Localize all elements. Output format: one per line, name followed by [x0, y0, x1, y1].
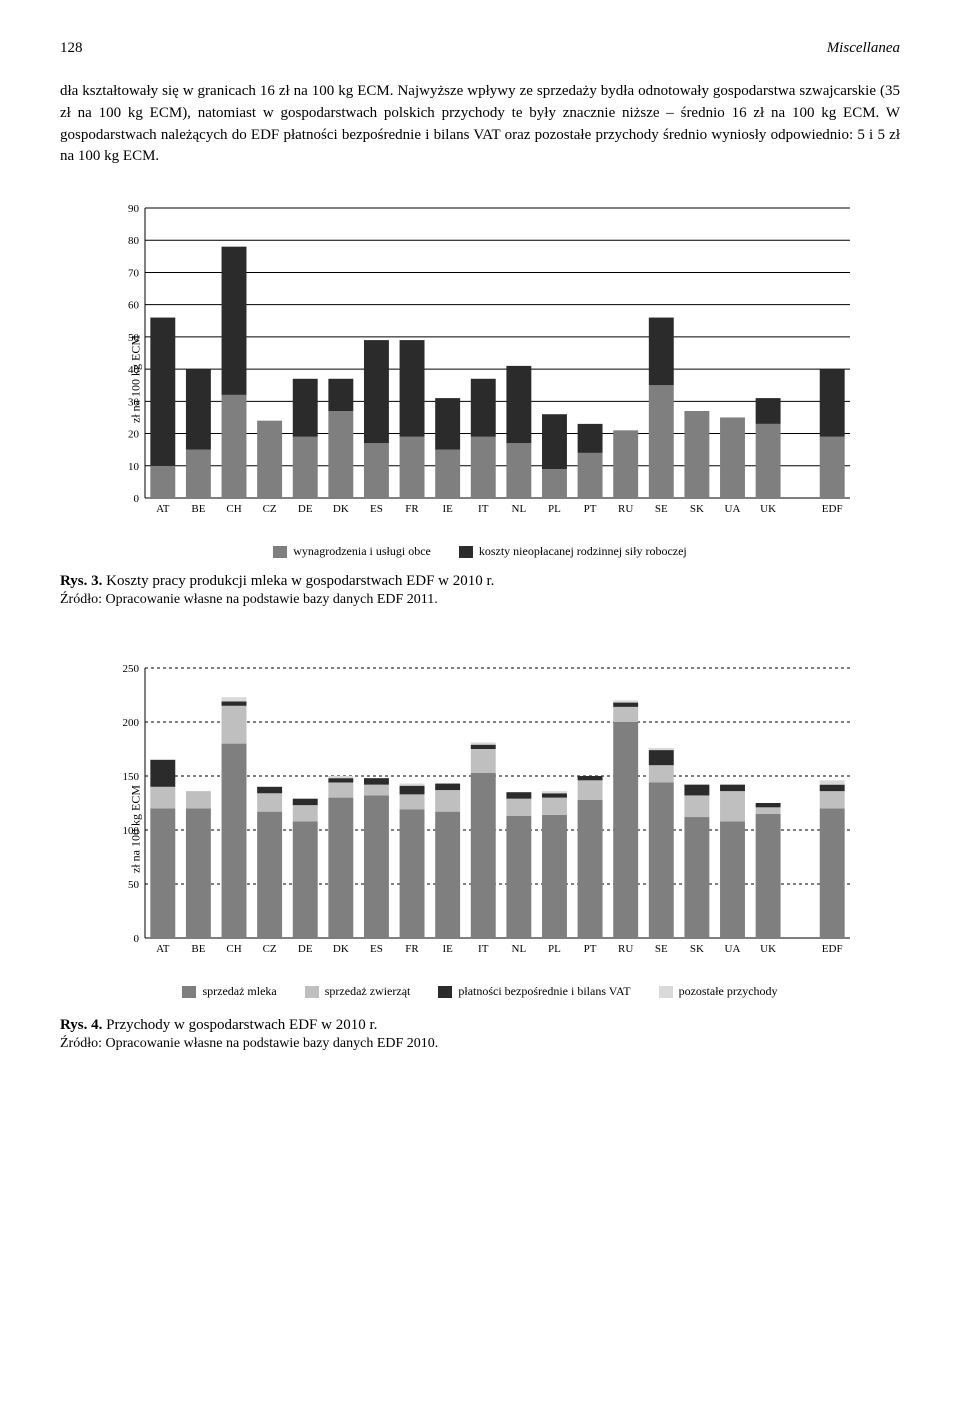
- chart1-caption-label: Rys. 3.: [60, 573, 102, 589]
- legend-swatch: [305, 986, 319, 998]
- chart2-legend: sprzedaż mleka sprzedaż zwierząt płatności…: [100, 984, 860, 999]
- svg-text:UK: UK: [760, 503, 776, 515]
- body-paragraph: dła kształtowały się w granicach 16 zł n…: [60, 81, 900, 168]
- svg-text:RU: RU: [618, 943, 633, 955]
- legend-label: wynagrodzenia i usługi obce: [293, 544, 431, 559]
- svg-text:IE: IE: [442, 943, 453, 955]
- svg-text:90: 90: [128, 203, 140, 215]
- svg-text:70: 70: [128, 267, 140, 279]
- svg-text:EDF: EDF: [822, 503, 843, 515]
- chart2-caption-text: Przychody w gospodarstwach EDF w 2010 r.: [106, 1017, 377, 1033]
- svg-text:CH: CH: [226, 943, 241, 955]
- chart1-ylabel: zł na 100 kg ECM: [129, 335, 144, 423]
- svg-text:UA: UA: [725, 943, 741, 955]
- chart-revenue: zł na 100 kg ECM 050100150200250ATBECHCZ…: [100, 658, 860, 999]
- svg-text:20: 20: [128, 429, 140, 441]
- chart2-source: Źródło: Opracowanie własne na podstawie …: [60, 1036, 900, 1052]
- page-number: 128: [60, 40, 83, 57]
- svg-text:BE: BE: [191, 943, 205, 955]
- chart2-ylabel: zł na 100 kg ECM: [129, 785, 144, 873]
- legend-swatch: [438, 986, 452, 998]
- svg-text:SK: SK: [690, 503, 704, 515]
- svg-text:DE: DE: [298, 503, 313, 515]
- svg-text:UA: UA: [725, 503, 741, 515]
- legend-label: sprzedaż zwierząt: [325, 984, 411, 999]
- legend-label: koszty nieopłacanej rodzinnej siły roboc…: [479, 544, 687, 559]
- svg-text:ES: ES: [370, 943, 383, 955]
- svg-text:SK: SK: [690, 943, 704, 955]
- legend-item: płatności bezpośrednie i bilans VAT: [438, 984, 630, 999]
- legend-label: sprzedaż mleka: [202, 984, 276, 999]
- legend-swatch: [459, 546, 473, 558]
- svg-text:200: 200: [123, 717, 140, 729]
- svg-text:0: 0: [134, 493, 140, 505]
- svg-text:EDF: EDF: [822, 943, 843, 955]
- svg-text:150: 150: [123, 771, 140, 783]
- svg-text:PT: PT: [584, 943, 597, 955]
- svg-text:IT: IT: [478, 943, 489, 955]
- chart-labor-costs: zł na 100 kg ECM 0102030405060708090ATBE…: [100, 198, 860, 559]
- chart1-caption: Rys. 3. Koszty pracy produkcji mleka w g…: [60, 573, 900, 590]
- legend-item: wynagrodzenia i usługi obce: [273, 544, 431, 559]
- svg-text:IE: IE: [442, 503, 453, 515]
- legend-item: koszty nieopłacanej rodzinnej siły roboc…: [459, 544, 687, 559]
- svg-text:PL: PL: [548, 943, 561, 955]
- svg-text:RU: RU: [618, 503, 633, 515]
- svg-text:DE: DE: [298, 943, 313, 955]
- svg-text:CZ: CZ: [263, 943, 277, 955]
- chart1-legend: wynagrodzenia i usługi obce koszty nieopł…: [100, 544, 860, 559]
- legend-swatch: [273, 546, 287, 558]
- chart2-caption-label: Rys. 4.: [60, 1017, 102, 1033]
- svg-text:CH: CH: [226, 503, 241, 515]
- svg-text:PT: PT: [584, 503, 597, 515]
- svg-text:ES: ES: [370, 503, 383, 515]
- svg-text:FR: FR: [405, 503, 419, 515]
- svg-text:IT: IT: [478, 503, 489, 515]
- page-header: 128 Miscellanea: [60, 40, 900, 57]
- svg-text:AT: AT: [156, 943, 170, 955]
- svg-text:CZ: CZ: [263, 503, 277, 515]
- svg-text:SE: SE: [655, 943, 668, 955]
- svg-text:AT: AT: [156, 503, 170, 515]
- legend-swatch: [659, 986, 673, 998]
- legend-item: sprzedaż mleka: [182, 984, 276, 999]
- svg-text:DK: DK: [333, 503, 349, 515]
- svg-text:PL: PL: [548, 503, 561, 515]
- svg-text:250: 250: [123, 663, 140, 675]
- svg-text:DK: DK: [333, 943, 349, 955]
- legend-swatch: [182, 986, 196, 998]
- svg-text:UK: UK: [760, 943, 776, 955]
- svg-text:BE: BE: [191, 503, 205, 515]
- svg-text:50: 50: [128, 879, 140, 891]
- legend-item: pozostałe przychody: [659, 984, 778, 999]
- legend-item: sprzedaż zwierząt: [305, 984, 411, 999]
- svg-text:60: 60: [128, 300, 140, 312]
- svg-text:FR: FR: [405, 943, 419, 955]
- chart1-caption-text: Koszty pracy produkcji mleka w gospodars…: [106, 573, 494, 589]
- chart2-svg: 050100150200250ATBECHCZDEDKESFRIEITNLPLP…: [100, 658, 860, 978]
- chart1-svg: 0102030405060708090ATBECHCZDEDKESFRIEITN…: [100, 198, 860, 538]
- svg-text:SE: SE: [655, 503, 668, 515]
- svg-text:10: 10: [128, 461, 140, 473]
- legend-label: pozostałe przychody: [679, 984, 778, 999]
- svg-text:NL: NL: [512, 943, 527, 955]
- svg-text:80: 80: [128, 235, 140, 247]
- chart2-caption: Rys. 4. Przychody w gospodarstwach EDF w…: [60, 1017, 900, 1034]
- chart1-source: Źródło: Opracowanie własne na podstawie …: [60, 592, 900, 608]
- svg-text:NL: NL: [512, 503, 527, 515]
- svg-text:0: 0: [134, 933, 140, 945]
- section-title: Miscellanea: [827, 40, 900, 57]
- legend-label: płatności bezpośrednie i bilans VAT: [458, 984, 630, 999]
